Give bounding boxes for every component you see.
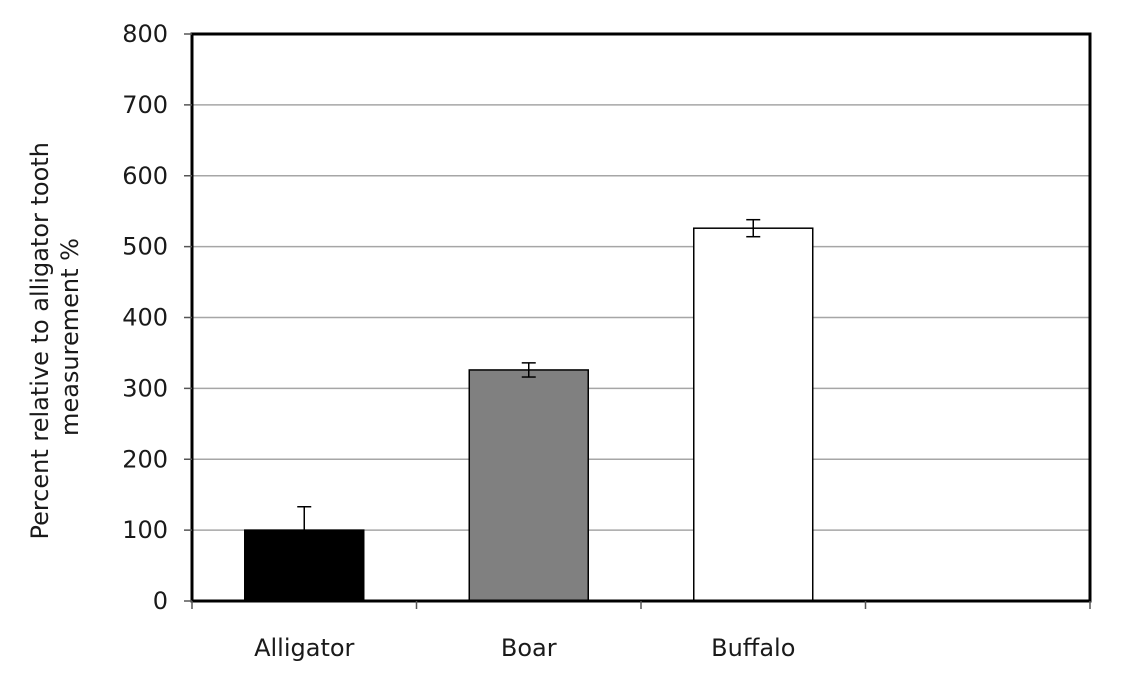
y-tick-label: 200 [122, 445, 168, 473]
bar-buffalo [693, 227, 814, 602]
bars [244, 227, 814, 602]
y-axis-title-line-1: Percent relative to alligator tooth [26, 142, 54, 539]
y-tick-label: 800 [122, 20, 168, 48]
y-tick-label: 600 [122, 162, 168, 190]
bar-boar [468, 369, 589, 602]
y-tick-label: 700 [122, 91, 168, 119]
x-axis-tick-labels: Alligator Boar Buffalo [254, 634, 795, 662]
x-tick-label-buffalo: Buffalo [711, 634, 795, 662]
y-tick-label: 400 [122, 304, 168, 332]
y-tick-label: 100 [122, 516, 168, 544]
y-axis-title-line-2: measurement % [56, 238, 84, 436]
y-tick-label: 300 [122, 374, 168, 402]
x-tick-label-boar: Boar [501, 634, 557, 662]
axes [184, 33, 1091, 609]
y-axis-tick-labels: 0 100 200 300 400 500 600 700 800 [122, 20, 168, 615]
error-bars [297, 218, 761, 531]
y-tick-label: 500 [122, 233, 168, 261]
grid-lines [192, 104, 1090, 531]
bar-alligator [244, 529, 365, 602]
y-tick-label: 0 [153, 587, 168, 615]
y-axis-title: Percent relative to alligator tooth meas… [26, 134, 84, 539]
x-tick-label-alligator: Alligator [254, 634, 354, 662]
